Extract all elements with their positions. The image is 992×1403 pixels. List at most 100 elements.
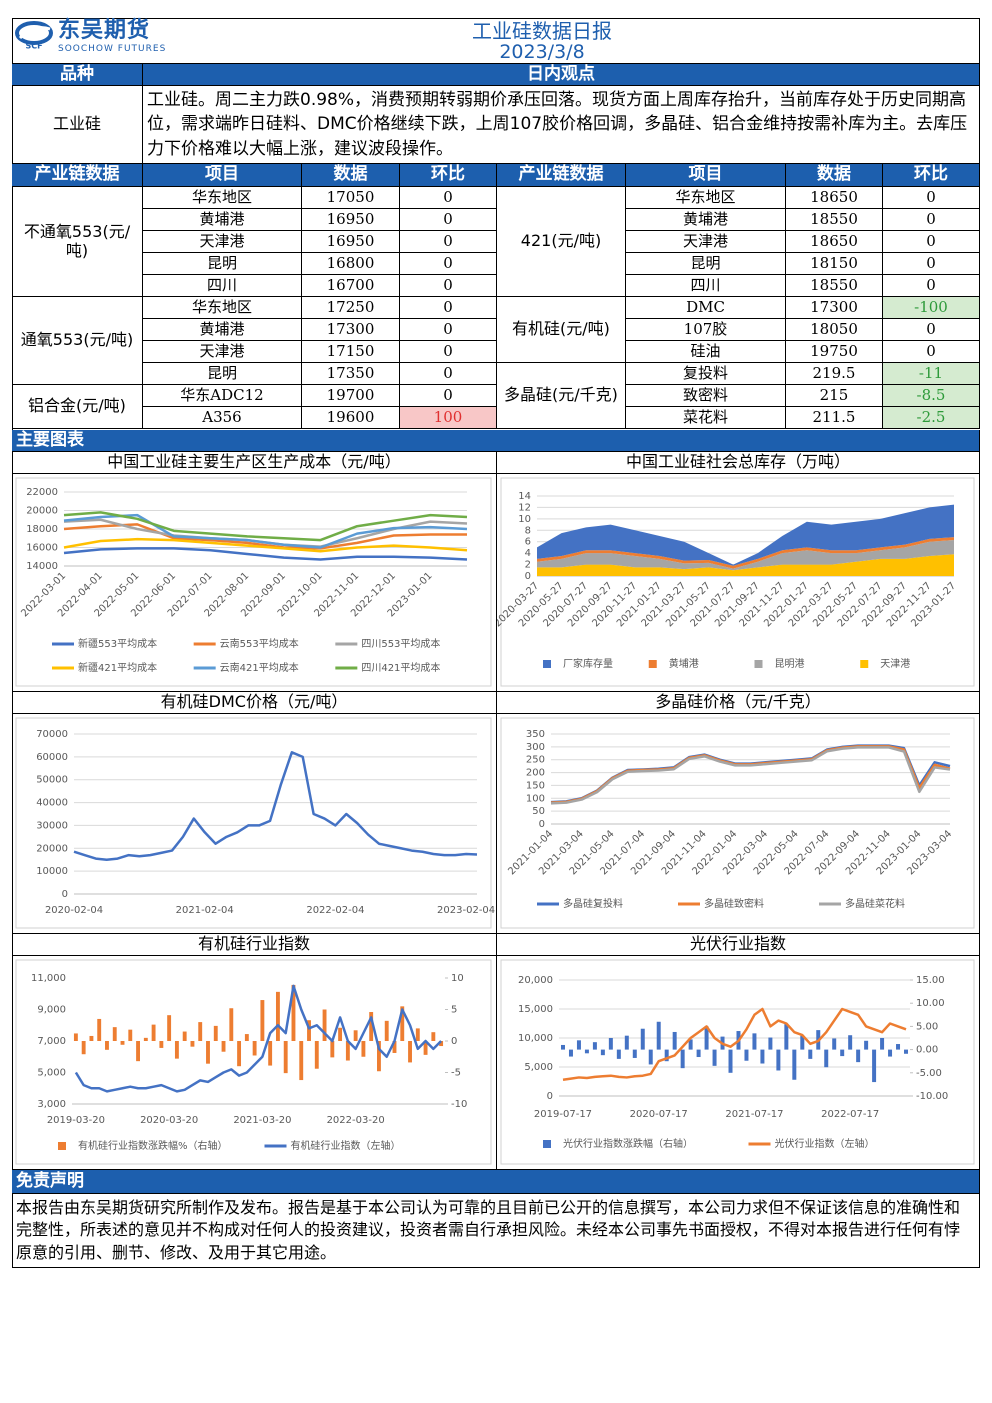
change: 0 <box>400 187 497 209</box>
y2-tick-label: -10.00 <box>916 1091 948 1102</box>
bar <box>244 1034 249 1041</box>
chart: 3,000 5,000 7,000 9,000 11,000 -10 -5 0 5 10 2019-… <box>15 959 492 1165</box>
chart-frame <box>15 959 492 1165</box>
value: 18150 <box>786 253 883 275</box>
change: -2.5 <box>883 407 980 429</box>
bar <box>81 1041 86 1055</box>
y-tick-label: 18000 <box>26 524 58 535</box>
item: 华东地区 <box>626 187 786 209</box>
bar <box>190 1041 195 1047</box>
legend-marker <box>754 660 763 668</box>
value: 17050 <box>302 187 400 209</box>
chart-title: 有机硅DMC价格（元/吨） <box>12 692 497 714</box>
bar <box>174 1041 179 1059</box>
header: SCF 东吴期货 SOOCHOW FUTURES 工业硅数据日报 2023/3/… <box>12 18 980 64</box>
y-tick-label: 0 <box>539 819 545 830</box>
legend-label: 四川421平均成本 <box>361 661 440 674</box>
bar <box>206 1041 210 1064</box>
bar <box>268 1041 273 1066</box>
y-tick-label: 0 <box>525 571 531 582</box>
group-label: 有机硅(元/吨) <box>497 297 626 363</box>
bar <box>182 1031 187 1041</box>
y-tick-label: 100 <box>526 793 545 804</box>
chart-title: 多晶硅价格（元/千克） <box>497 692 980 714</box>
bar <box>608 1038 613 1050</box>
bar <box>640 1028 645 1050</box>
value: 16700 <box>302 275 400 297</box>
bar <box>167 1015 172 1041</box>
y-tick-label: 70000 <box>36 729 68 740</box>
bar <box>784 1024 789 1050</box>
bar <box>712 1049 717 1066</box>
table-header: 环比 <box>400 164 497 187</box>
change: 0 <box>400 209 497 231</box>
bar <box>299 1041 304 1081</box>
area <box>537 554 954 576</box>
bar <box>600 1049 605 1056</box>
y-tick-label: 150 <box>526 780 545 791</box>
change: 0 <box>400 275 497 297</box>
value: 17350 <box>302 363 400 385</box>
bar <box>848 1035 853 1050</box>
group-label: 421(元/吨) <box>497 187 626 297</box>
bar <box>864 1040 869 1050</box>
bar <box>260 1000 265 1041</box>
bar <box>143 1037 148 1041</box>
bar <box>361 1041 366 1057</box>
bar <box>400 1006 405 1041</box>
legend-label: 昆明港 <box>775 658 805 670</box>
bar <box>744 1049 749 1061</box>
bar <box>632 1049 637 1058</box>
group-label: 多晶硅(元/千克) <box>497 363 626 429</box>
x-tick-label: 2020-03-20 <box>140 1115 198 1126</box>
legend-label: 云南553平均成本 <box>220 637 299 650</box>
legend-label: 光伏行业指数涨跌幅（右轴） <box>563 1137 693 1150</box>
x-tick-label: 2021-03-20 <box>233 1115 291 1126</box>
bar <box>128 1029 133 1041</box>
x-tick-label: 2019-03-20 <box>47 1115 105 1126</box>
value: 16950 <box>302 231 400 253</box>
bar <box>672 1031 677 1050</box>
change: 100 <box>400 407 497 429</box>
chart-title: 光伏行业指数 <box>497 934 980 956</box>
value: 19600 <box>302 407 400 429</box>
change: -8.5 <box>883 385 980 407</box>
bar <box>105 1041 109 1050</box>
bar <box>322 1009 327 1041</box>
chart-panel: 3,000 5,000 7,000 9,000 11,000 -10 -5 0 5 10 2019-… <box>12 956 497 1170</box>
logo-mark: SCF <box>25 42 42 51</box>
x-tick-label: 2021-02-04 <box>176 905 234 916</box>
group-label: 铝合金(元/吨) <box>12 385 143 429</box>
bar <box>283 1041 288 1074</box>
line <box>73 751 478 861</box>
table-header: 项目 <box>143 164 302 187</box>
y-tick-label: 40000 <box>36 798 68 809</box>
y2-tick-label: 10 <box>451 973 464 984</box>
value: 17300 <box>302 319 400 341</box>
legend-label: 有机硅行业指数（左轴） <box>291 1139 401 1152</box>
chart-panel: 14000 16000 18000 20000 22000 2022-03-01 2022-… <box>12 474 497 692</box>
table-header: 环比 <box>883 164 980 187</box>
y-tick-label: 2 <box>525 560 531 571</box>
chart-panel: 0 10000 20000 30000 40000 50000 60000 70000 2020… <box>12 714 497 934</box>
change: 0 <box>400 363 497 385</box>
y-tick-label: 5,000 <box>37 1068 66 1079</box>
chart-panel: 0 50 100 150 200 250 300 350 2021-01-04 2021-03-0… <box>497 714 980 934</box>
y2-tick-label: -10 <box>451 1099 467 1110</box>
logo-en: SOOCHOW FUTURES <box>58 44 167 54</box>
y2-tick-label: 0 <box>451 1036 457 1047</box>
value: 16950 <box>302 209 400 231</box>
bar <box>680 1049 685 1069</box>
item: 复投料 <box>626 363 786 385</box>
item: 昆明 <box>143 363 302 385</box>
y-tick-label: 12 <box>518 502 531 513</box>
value: 17300 <box>786 297 883 319</box>
bar <box>423 1041 428 1055</box>
report-title: 工业硅数据日报 <box>472 19 612 43</box>
x-tick-label: 2023-02-04 <box>437 905 495 916</box>
y-tick-label: 4 <box>525 548 531 559</box>
bar <box>384 1020 389 1041</box>
bar <box>624 1035 629 1050</box>
legend-label: 新疆553平均成本 <box>78 637 157 650</box>
